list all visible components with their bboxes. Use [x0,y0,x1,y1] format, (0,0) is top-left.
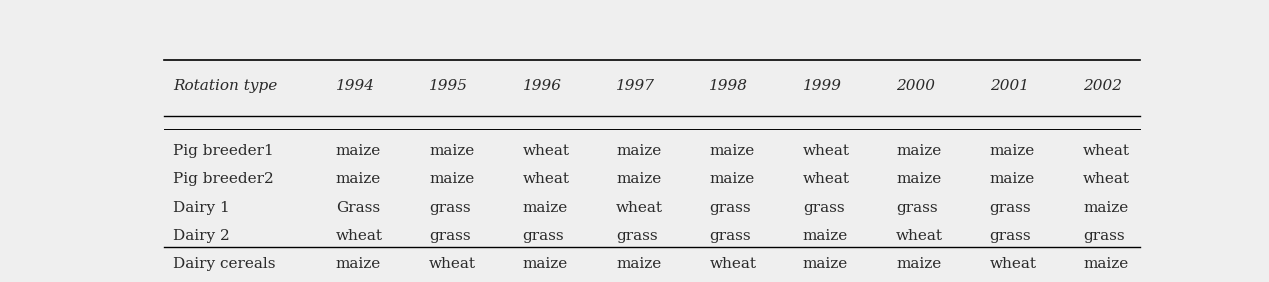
Text: 1996: 1996 [523,79,561,93]
Text: wheat: wheat [523,144,570,158]
Text: grass: grass [523,229,565,243]
Text: Dairy 2: Dairy 2 [174,229,230,243]
Text: maize: maize [335,144,381,158]
Text: maize: maize [335,172,381,186]
Text: grass: grass [990,229,1032,243]
Text: maize: maize [523,257,567,271]
Text: grass: grass [1084,229,1124,243]
Text: grass: grass [709,229,751,243]
Text: 1998: 1998 [709,79,749,93]
Text: maize: maize [1084,257,1128,271]
Text: wheat: wheat [335,229,383,243]
Text: maize: maize [990,172,1036,186]
Text: maize: maize [709,144,755,158]
Text: Rotation type: Rotation type [174,79,278,93]
Text: 2002: 2002 [1084,79,1122,93]
Text: maize: maize [803,257,848,271]
Text: maize: maize [709,172,755,186]
Text: 1994: 1994 [335,79,374,93]
Text: Dairy 1: Dairy 1 [174,201,230,215]
Text: maize: maize [615,144,661,158]
Text: maize: maize [429,172,475,186]
Text: maize: maize [615,172,661,186]
Text: 1995: 1995 [429,79,468,93]
Text: maize: maize [896,257,942,271]
Text: maize: maize [990,144,1036,158]
Text: wheat: wheat [429,257,476,271]
Text: grass: grass [990,201,1032,215]
Text: Pig breeder1: Pig breeder1 [174,144,274,158]
Text: 1999: 1999 [803,79,841,93]
Text: wheat: wheat [990,257,1037,271]
Text: wheat: wheat [803,144,850,158]
Text: wheat: wheat [1084,144,1131,158]
Text: maize: maize [429,144,475,158]
Text: grass: grass [803,201,844,215]
Text: wheat: wheat [523,172,570,186]
Text: wheat: wheat [896,229,943,243]
Text: grass: grass [896,201,938,215]
Text: 1997: 1997 [615,79,655,93]
Text: wheat: wheat [1084,172,1131,186]
Text: wheat: wheat [615,201,662,215]
Text: grass: grass [429,201,471,215]
Text: wheat: wheat [709,257,756,271]
Text: Grass: Grass [335,201,379,215]
Text: Dairy cereals: Dairy cereals [174,257,275,271]
Text: wheat: wheat [803,172,850,186]
Text: maize: maize [803,229,848,243]
Text: maize: maize [335,257,381,271]
Text: maize: maize [615,257,661,271]
Text: Pig breeder2: Pig breeder2 [174,172,274,186]
Text: grass: grass [615,229,657,243]
Text: maize: maize [523,201,567,215]
Text: maize: maize [1084,201,1128,215]
Text: maize: maize [896,144,942,158]
Text: grass: grass [429,229,471,243]
Text: 2001: 2001 [990,79,1029,93]
Text: grass: grass [709,201,751,215]
Text: 2000: 2000 [896,79,935,93]
Text: maize: maize [896,172,942,186]
